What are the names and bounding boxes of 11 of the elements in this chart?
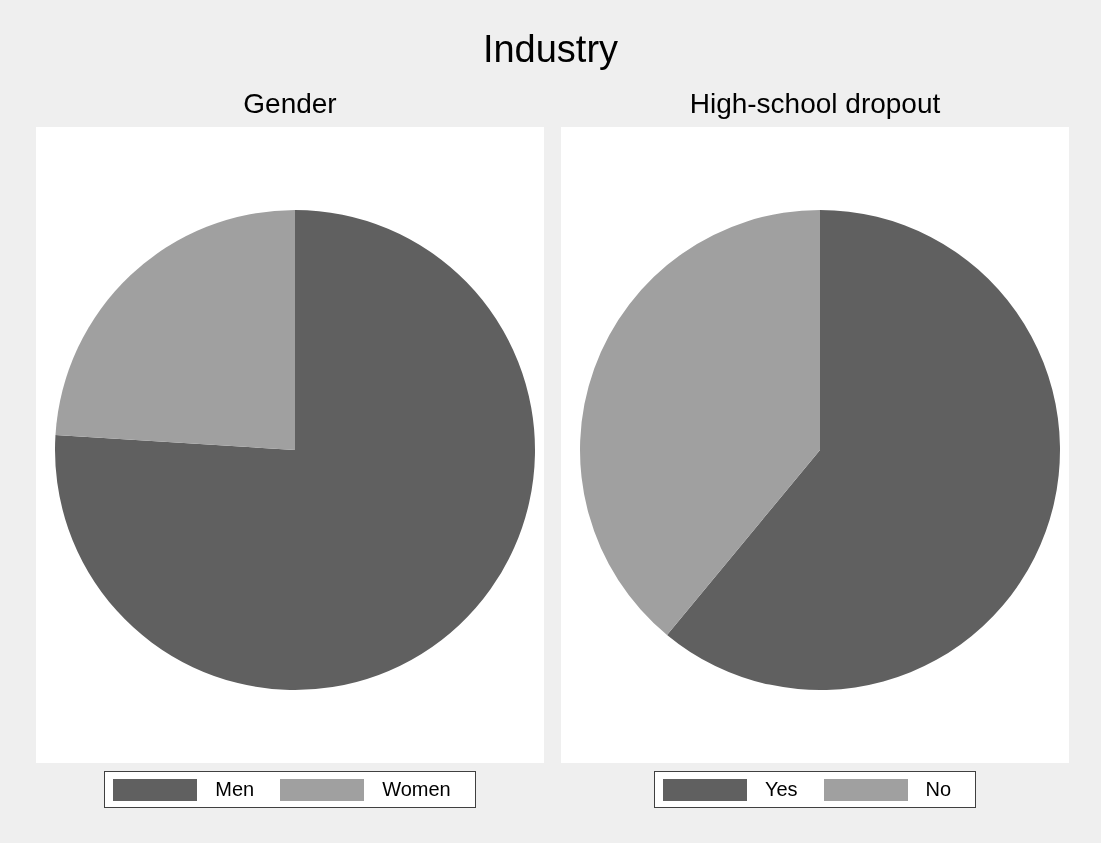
pie-slice xyxy=(55,210,295,450)
legend-label: Women xyxy=(382,778,451,801)
chart-title: Industry xyxy=(481,28,620,71)
legend-label: Yes xyxy=(764,778,798,801)
pie-slice xyxy=(55,210,535,690)
legend-label: Men xyxy=(215,778,255,801)
pie-slice xyxy=(667,210,1060,690)
pie-slice xyxy=(580,210,820,635)
chart-subtitle: High-school dropout xyxy=(688,88,942,120)
chart-subtitle: Gender xyxy=(242,88,338,120)
legend-label: No xyxy=(925,778,952,801)
